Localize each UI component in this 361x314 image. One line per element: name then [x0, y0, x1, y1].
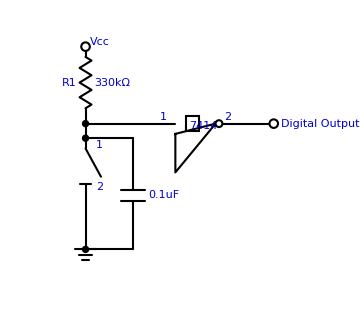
Circle shape [83, 121, 88, 127]
Circle shape [83, 246, 88, 252]
Text: 0.1uF: 0.1uF [148, 190, 179, 200]
Text: 330kΩ: 330kΩ [94, 78, 130, 88]
Text: Digital Output: Digital Output [280, 119, 359, 129]
Circle shape [83, 135, 88, 141]
Text: Vcc: Vcc [90, 36, 110, 46]
Text: 2: 2 [224, 112, 231, 122]
Bar [186, 116, 199, 131]
Text: R1: R1 [62, 78, 76, 88]
Text: 1: 1 [160, 112, 167, 122]
Circle shape [269, 119, 278, 128]
Text: 1: 1 [96, 140, 103, 150]
Circle shape [81, 42, 90, 51]
Text: 7414: 7414 [189, 121, 217, 131]
Text: 2: 2 [96, 182, 103, 192]
Circle shape [216, 120, 222, 127]
